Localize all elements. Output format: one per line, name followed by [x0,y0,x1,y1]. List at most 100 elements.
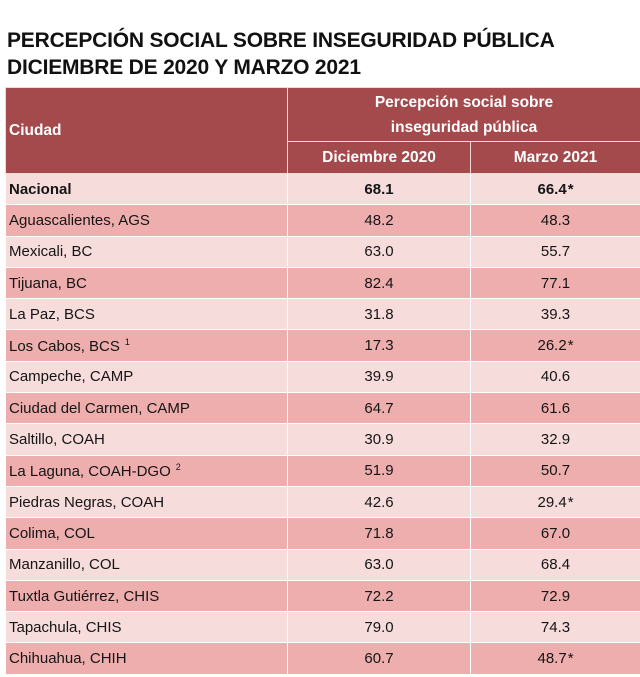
march-2021-cell: 55.7 [469,236,640,268]
march-2021-cell: 72.9 [469,580,640,613]
december-2020-value: 51.9 [287,455,471,487]
table-row: Tijuana, BC 82.4 77.1 [5,267,640,300]
december-2020-value: 30.9 [287,423,471,456]
march-2021-cell: 67.0 [469,517,640,550]
december-2020-value: 71.8 [287,517,471,550]
city-cell: Campeche, CAMP [5,361,288,394]
title-line-2: DICIEMBRE DE 2020 Y MARZO 2021 [7,56,361,79]
december-2020-value: 72.2 [287,580,471,613]
significance-marker: * [567,493,574,511]
march-2021-cell: 32.9 [469,423,640,456]
march-2021-cell: 29.4* [469,486,640,519]
significance-marker: * [567,650,574,668]
march-2021-cell: 68.4 [469,549,640,581]
table-row: Piedras Negras, COAH 42.6 29.4* [5,486,640,519]
city-cell: Tijuana, BC [5,267,288,300]
december-2020-value: 60.7 [287,642,471,675]
significance-marker: * [567,337,574,355]
city-name: Aguascalientes, AGS [9,211,150,229]
table-row: Ciudad del Carmen, CAMP 64.7 61.6 [5,392,640,425]
city-name: Saltillo, COAH [9,431,105,449]
header-group-line-1: Percepción social sobre [374,93,554,111]
march-2021-value: 48.7 [537,650,567,668]
december-2020-value: 31.8 [287,298,471,331]
march-2021-cell: 66.4* [469,173,640,206]
december-2020-value: 39.9 [287,361,471,394]
data-table-container: Ciudad Percepción social sobre insegurid… [5,87,640,675]
city-cell: Ciudad del Carmen, CAMP [5,392,288,425]
city-cell: Manzanillo, COL [5,549,288,581]
city-name: Nacional [9,180,72,198]
city-name: Mexicali, BC [9,243,93,261]
march-2021-cell: 26.2* [469,329,640,362]
city-cell: Los Cabos, BCS 1 [5,329,288,362]
city-cell: Tapachula, CHIS [5,611,288,644]
march-2021-cell: 50.7 [469,455,640,487]
table-row: Aguascalientes, AGS 48.2 48.3 [5,204,640,237]
city-cell: La Laguna, COAH-DGO 2 [5,455,288,487]
march-2021-value: 39.3 [540,305,571,323]
march-2021-value: 74.3 [540,618,571,636]
title-line-1: PERCEPCIÓN SOCIAL SOBRE INSEGURIDAD PÚBL… [7,29,555,52]
table-row: Tapachula, CHIS 79.0 74.3 [5,611,640,644]
header-march-2021: Marzo 2021 [469,141,640,174]
city-cell: Mexicali, BC [5,236,288,268]
page-title: PERCEPCIÓN SOCIAL SOBRE INSEGURIDAD PÚBL… [7,27,640,81]
table-header: Ciudad Percepción social sobre insegurid… [5,87,640,174]
march-2021-cell: 74.3 [469,611,640,644]
march-2021-value: 55.7 [540,243,571,261]
march-2021-value: 29.4 [537,493,567,511]
city-name: Campeche, CAMP [9,368,134,386]
header-city: Ciudad [5,87,288,174]
december-2020-value: 82.4 [287,267,471,300]
table-row: Colima, COL 71.8 67.0 [5,517,640,550]
city-name: Colima, COL [9,524,95,542]
table-row: La Paz, BCS 31.8 39.3 [5,298,640,331]
march-2021-cell: 39.3 [469,298,640,331]
city-name: Tapachula, CHIS [9,618,122,636]
table-row: Saltillo, COAH 30.9 32.9 [5,423,640,456]
table-row: Manzanillo, COL 63.0 68.4 [5,549,640,581]
table-row: Chihuahua, CHIH 60.7 48.7* [5,642,640,675]
march-2021-cell: 77.1 [469,267,640,300]
table-row: La Laguna, COAH-DGO 2 51.9 50.7 [5,455,640,487]
footnote-marker: 2 [175,461,181,472]
december-2020-value: 79.0 [287,611,471,644]
city-cell: Saltillo, COAH [5,423,288,456]
table-row: Tuxtla Gutiérrez, CHIS 72.2 72.9 [5,580,640,613]
city-name: Manzanillo, COL [9,556,120,574]
december-2020-value: 63.0 [287,549,471,581]
table-row: Nacional 68.1 66.4* [5,173,640,206]
table-row: Mexicali, BC 63.0 55.7 [5,236,640,268]
december-2020-value: 63.0 [287,236,471,268]
march-2021-value: 77.1 [540,274,571,292]
march-2021-value: 72.9 [540,587,571,605]
december-2020-value: 42.6 [287,486,471,519]
city-cell: Piedras Negras, COAH [5,486,288,519]
city-cell: Tuxtla Gutiérrez, CHIS [5,580,288,613]
footnote-marker: 1 [124,336,130,347]
city-name: Ciudad del Carmen, CAMP [9,399,190,417]
march-2021-cell: 48.3 [469,204,640,237]
header-group: Percepción social sobre inseguridad públ… [286,87,640,142]
city-cell: Chihuahua, CHIH [5,642,288,675]
december-2020-value: 17.3 [287,329,471,362]
city-cell: Aguascalientes, AGS [5,204,288,237]
december-2020-value: 64.7 [287,392,471,425]
header-december-2020: Diciembre 2020 [287,141,471,174]
city-name: La Laguna, COAH-DGO [9,462,171,480]
march-2021-cell: 61.6 [469,392,640,425]
march-2021-value: 67.0 [540,524,571,542]
march-2021-value: 68.4 [540,556,571,574]
march-2021-cell: 48.7* [469,642,640,675]
city-name: La Paz, BCS [9,305,95,323]
december-2020-value: 68.1 [287,173,471,206]
march-2021-value: 26.2 [537,337,567,355]
perception-table: Ciudad Percepción social sobre insegurid… [5,87,640,675]
march-2021-value: 66.4 [537,180,567,198]
city-name: Tuxtla Gutiérrez, CHIS [9,587,160,605]
city-cell: Nacional [5,173,288,206]
march-2021-value: 40.6 [540,368,571,386]
city-name: Tijuana, BC [9,274,87,292]
march-2021-value: 32.9 [540,431,571,449]
